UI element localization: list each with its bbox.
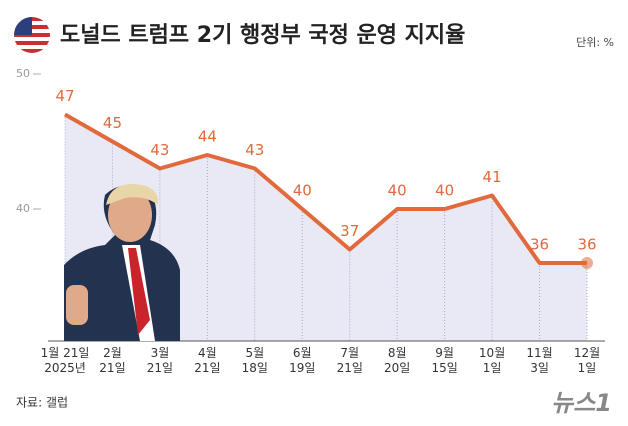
value-label: 40 xyxy=(293,182,312,200)
value-label: 36 xyxy=(530,236,549,254)
x-tick-label: 2월 21일 xyxy=(99,346,126,375)
value-label: 45 xyxy=(103,114,122,132)
y-tick-label: 40 xyxy=(16,202,30,215)
x-tick-label: 11월 3일 xyxy=(526,346,553,375)
x-tick-label: 8월 20일 xyxy=(384,346,411,375)
x-tick-label: 1월 21일 2025년 xyxy=(40,346,90,375)
source: 자료: 갤럽 xyxy=(16,396,68,410)
x-tick-label: 12월 1일 xyxy=(573,346,601,375)
chart-title: 도널드 트럼프 2기 행정부 국정 운영 지지율 xyxy=(60,23,465,48)
value-label: 36 xyxy=(577,236,596,254)
flag-icon xyxy=(14,17,50,53)
photo-placeholder xyxy=(64,183,180,341)
value-label: 43 xyxy=(245,141,264,159)
value-label: 40 xyxy=(388,182,407,200)
x-tick-label: 9월 15일 xyxy=(431,346,458,375)
x-tick-label: 3월 21일 xyxy=(146,346,174,375)
value-label: 43 xyxy=(150,141,169,159)
x-tick-label: 5월 18일 xyxy=(241,346,268,375)
x-tick-label: 6월 19일 xyxy=(289,346,316,375)
x-tick-label: 4월 21일 xyxy=(194,346,221,375)
end-marker xyxy=(581,257,593,269)
value-label: 37 xyxy=(340,222,359,240)
line xyxy=(64,112,587,265)
x-tick-label: 7월 21일 xyxy=(336,346,363,375)
logo: 뉴스1 xyxy=(551,389,612,417)
x-tick-label: 10월 1일 xyxy=(478,346,506,375)
value-label: 44 xyxy=(198,128,217,146)
value-label: 47 xyxy=(55,87,74,105)
unit-label: 단위: % xyxy=(576,36,614,49)
area xyxy=(65,114,587,341)
value-label: 41 xyxy=(483,168,502,186)
value-label: 40 xyxy=(435,182,454,200)
y-tick-label: 50 xyxy=(16,67,30,80)
